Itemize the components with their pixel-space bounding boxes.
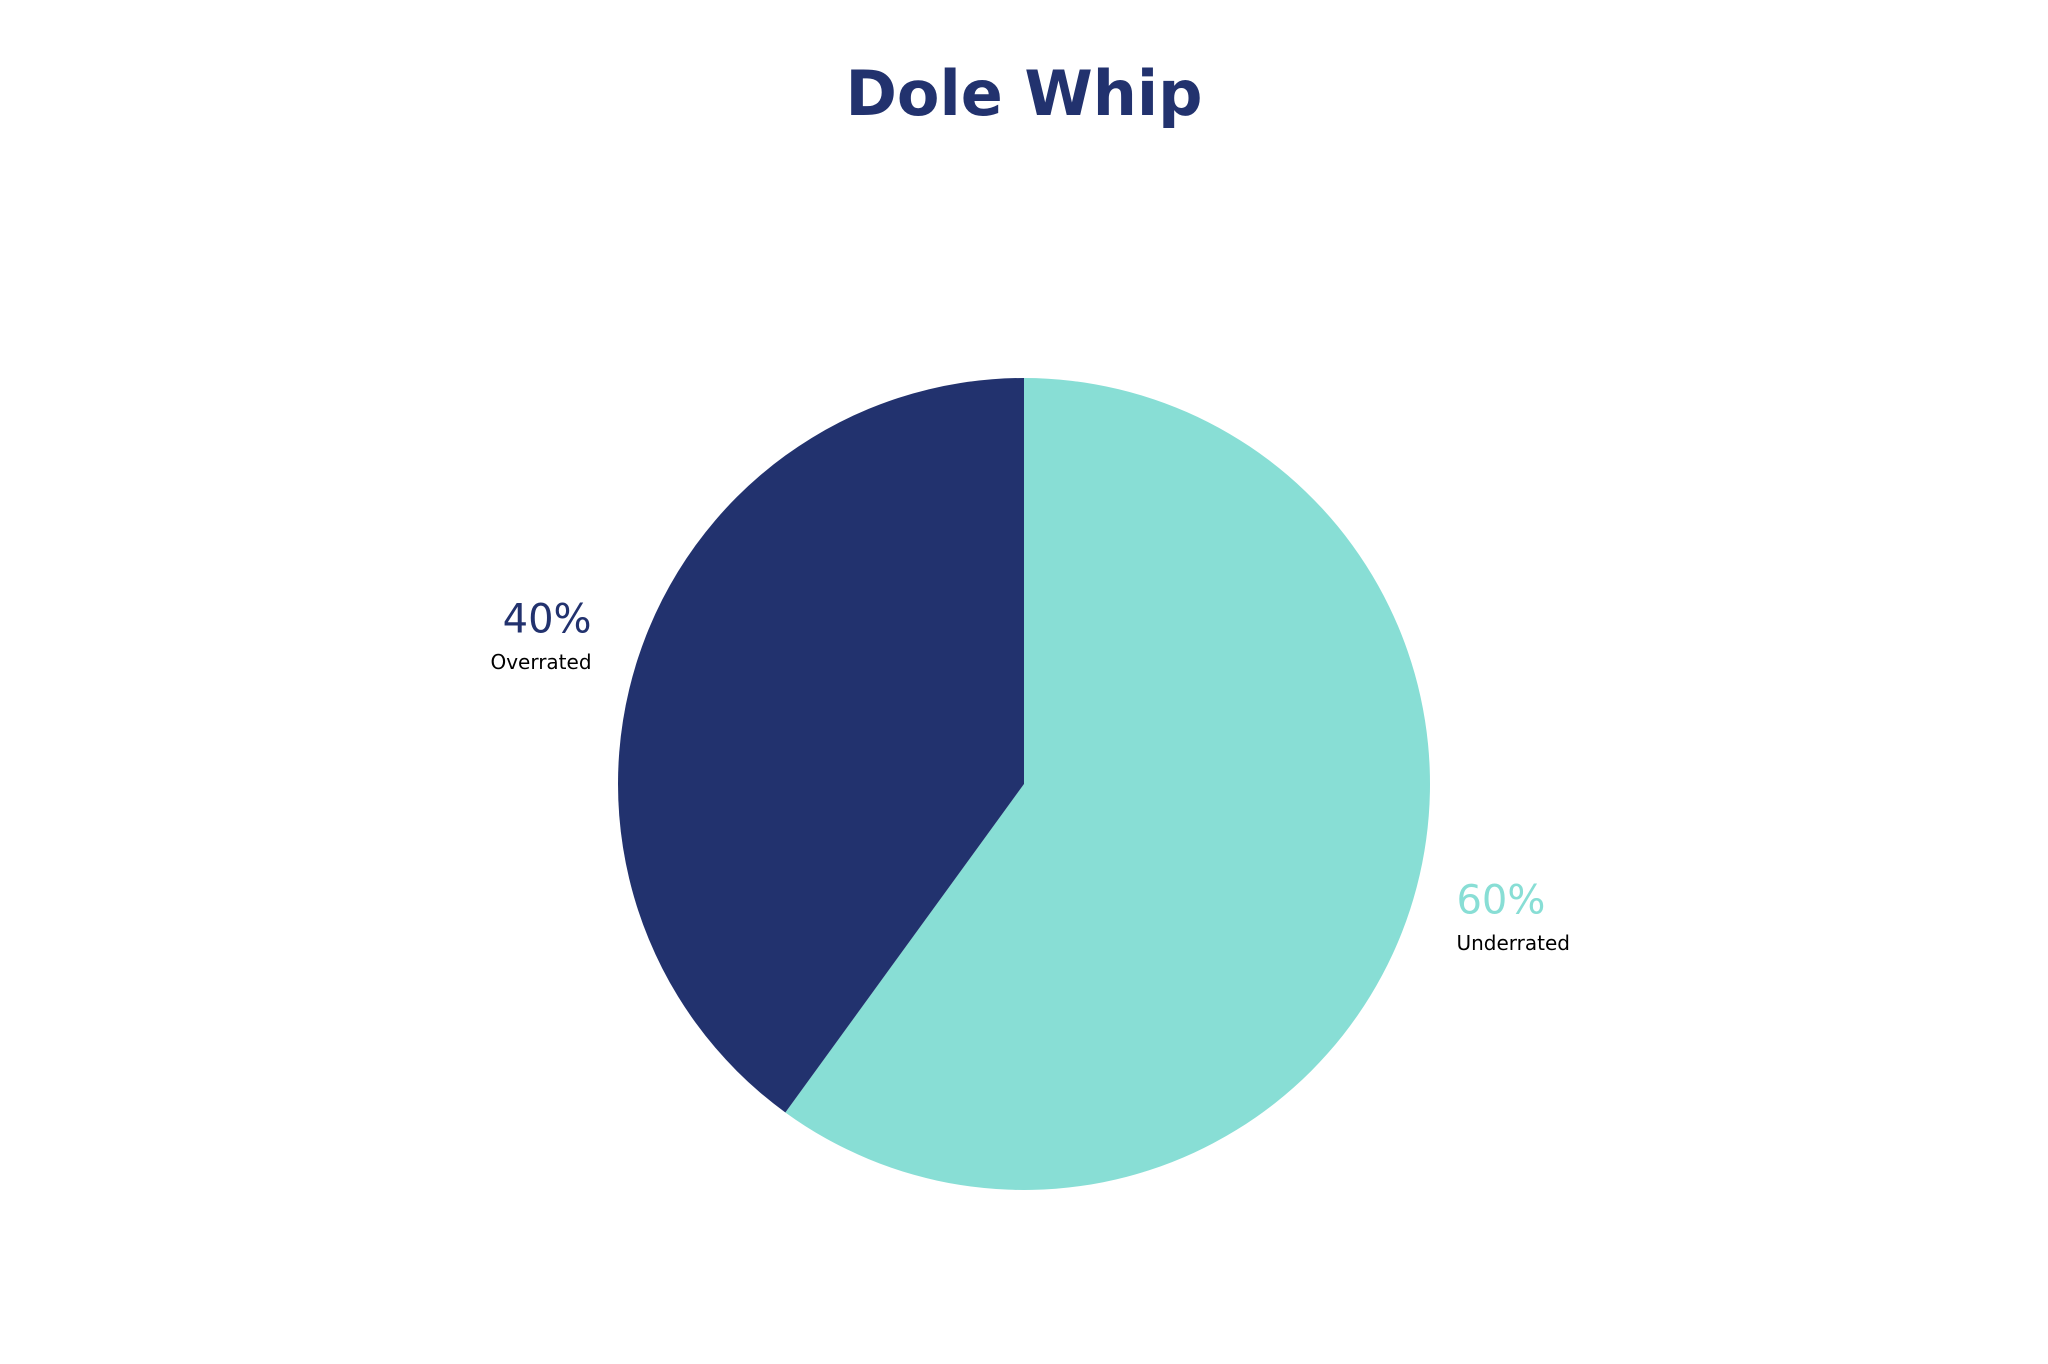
category-label: Underrated bbox=[1456, 931, 1570, 955]
chart-title: Dole Whip bbox=[845, 57, 1202, 130]
value-label: 40% bbox=[503, 596, 592, 642]
category-label: Overrated bbox=[490, 650, 591, 674]
pie-slice bbox=[785, 378, 1430, 1190]
pie-slice bbox=[618, 378, 1024, 1113]
value-label: 60% bbox=[1456, 878, 1545, 924]
